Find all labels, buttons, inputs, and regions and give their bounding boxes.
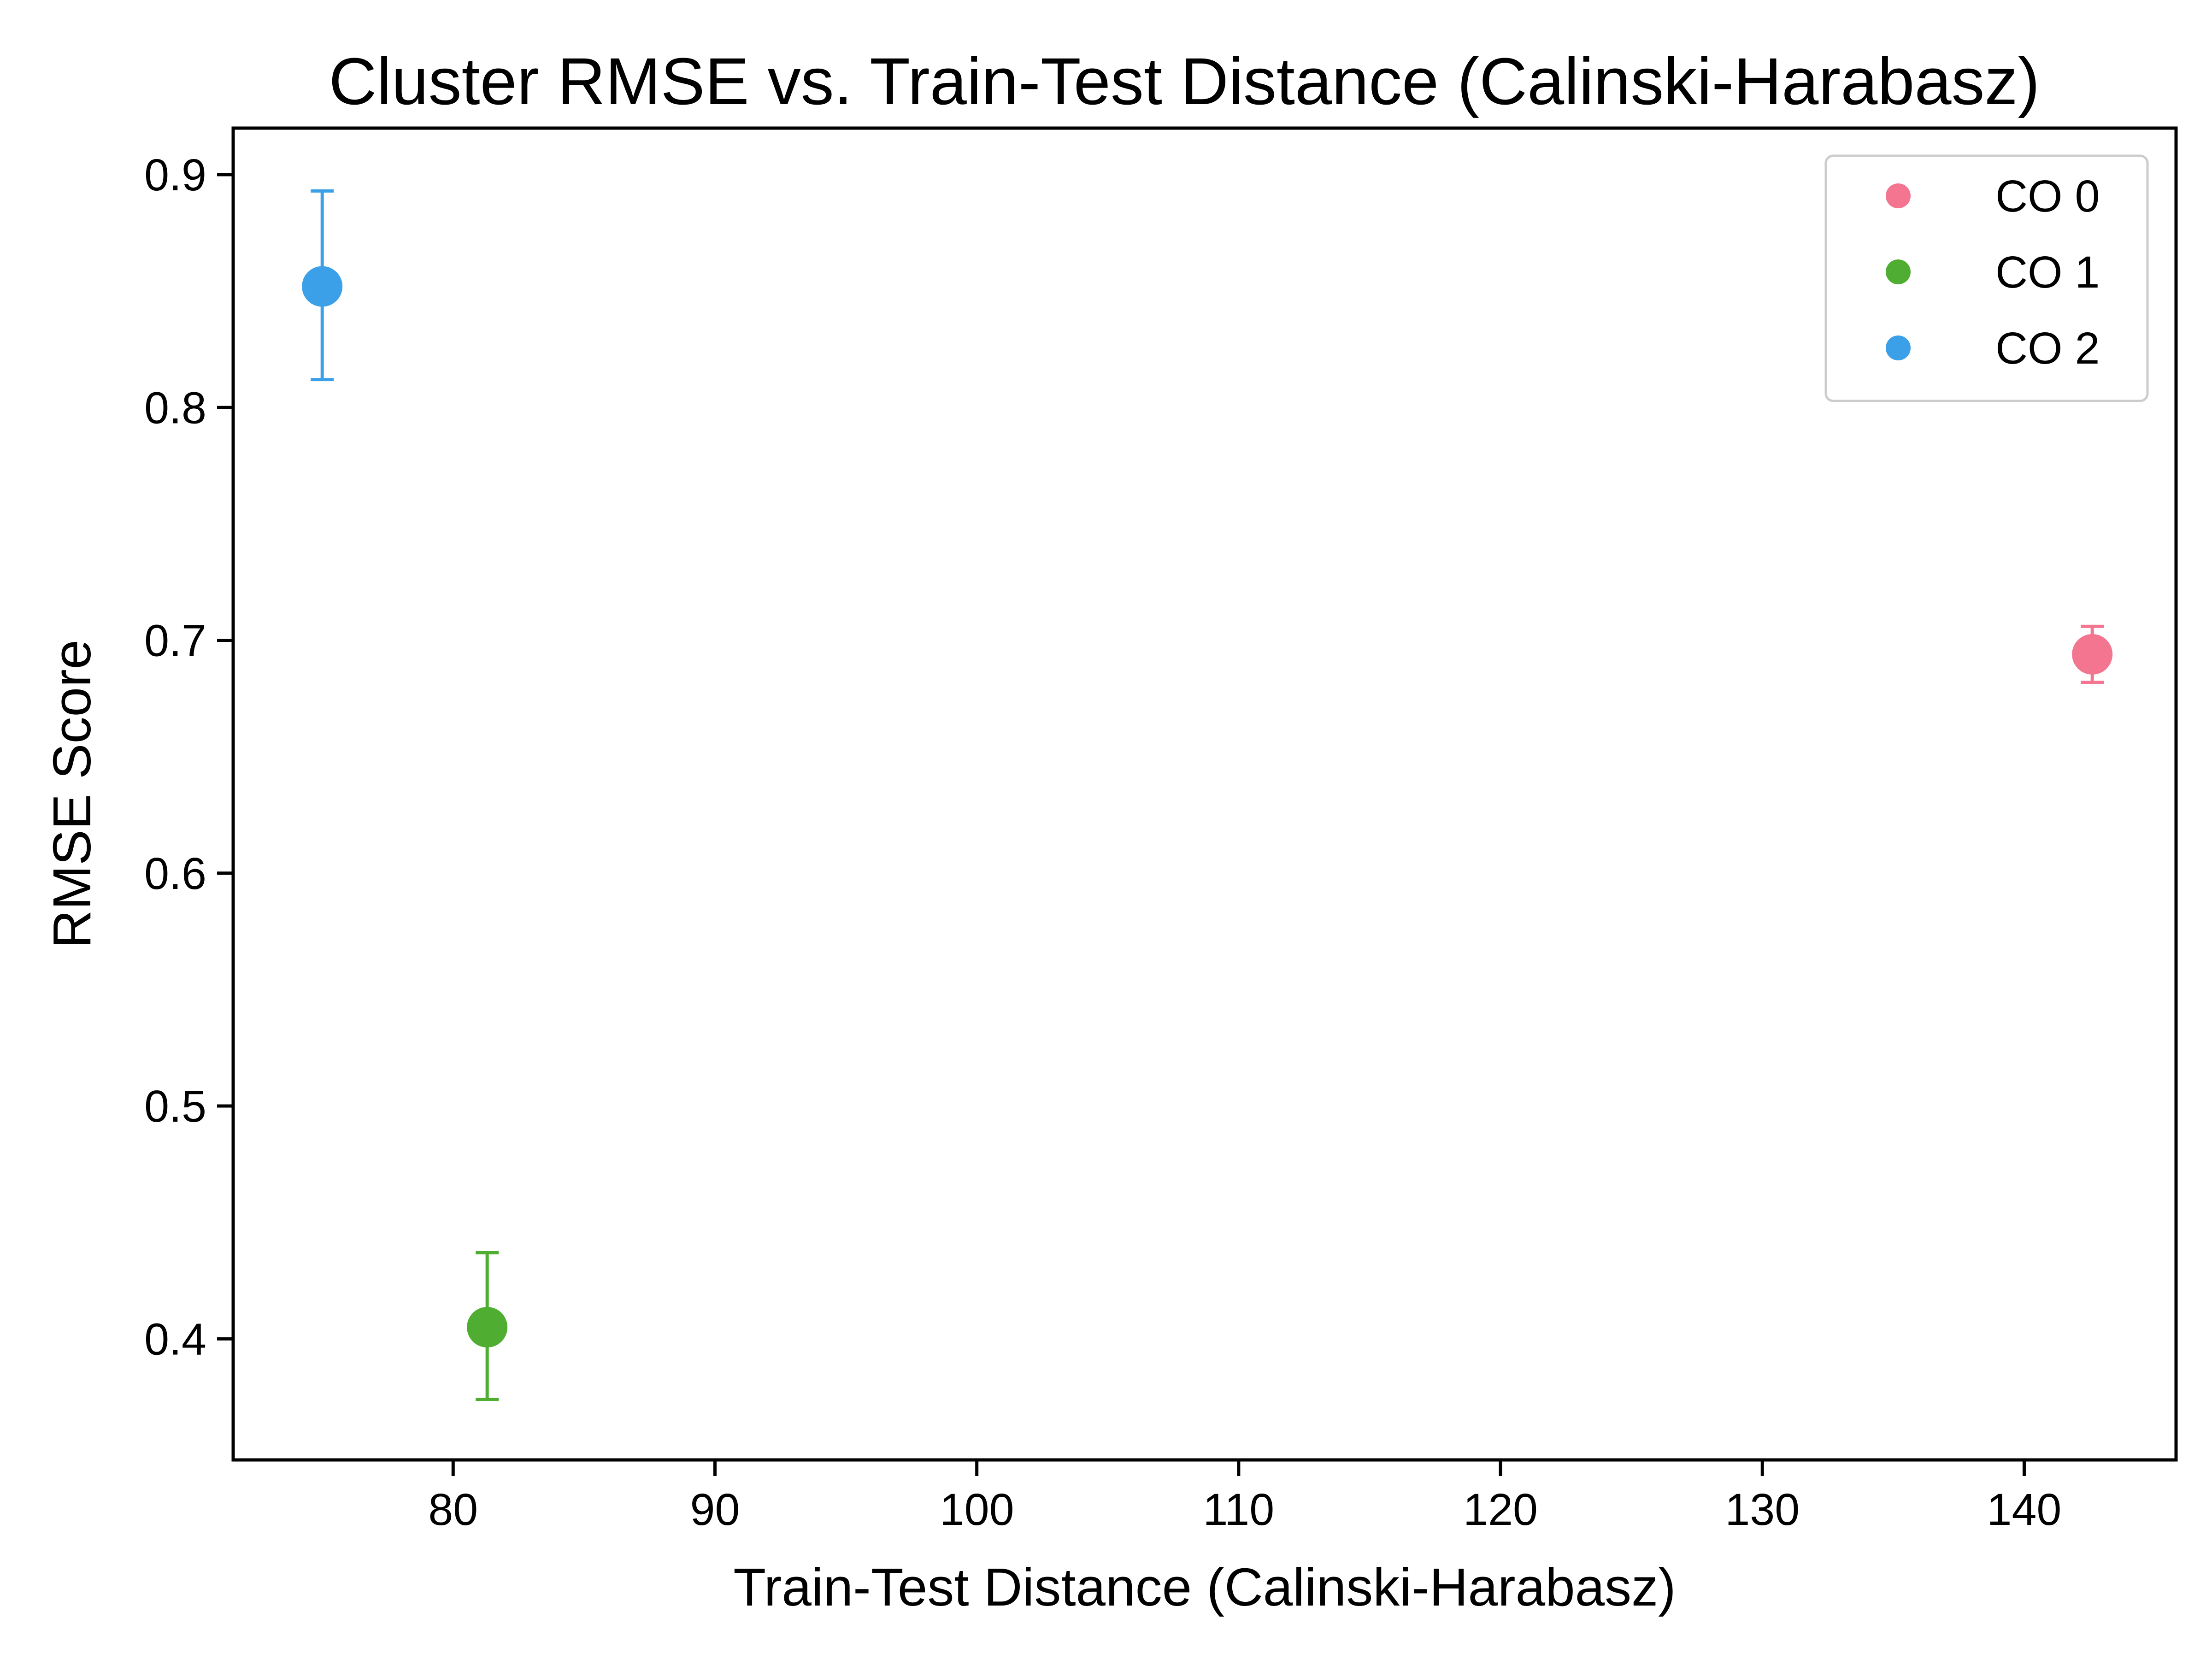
x-tick-label: 100 bbox=[940, 1484, 1014, 1535]
y-axis-label: RMSE Score bbox=[42, 640, 102, 948]
legend-marker bbox=[1886, 183, 1911, 208]
data-points bbox=[302, 189, 2113, 1401]
y-axis: 0.4 0.5 0.6 0.7 0.8 0.9 bbox=[144, 150, 233, 1364]
data-point bbox=[2072, 634, 2113, 675]
x-tick-label: 120 bbox=[1463, 1484, 1538, 1535]
legend-marker bbox=[1886, 335, 1911, 360]
data-point bbox=[302, 266, 343, 307]
data-point bbox=[467, 1307, 508, 1348]
legend-label: CO 2 bbox=[1995, 323, 2100, 373]
x-tick-label: 90 bbox=[690, 1484, 740, 1535]
y-tick-label: 0.8 bbox=[144, 382, 206, 433]
x-tick-label: 80 bbox=[428, 1484, 478, 1535]
legend-label: CO 0 bbox=[1995, 171, 2100, 221]
chart-title: Cluster RMSE vs. Train-Test Distance (Ca… bbox=[329, 44, 2040, 118]
y-tick-label: 0.5 bbox=[144, 1081, 206, 1131]
legend: CO 0 CO 1 CO 2 bbox=[1824, 154, 2149, 402]
x-tick-label: 110 bbox=[1203, 1484, 1275, 1535]
plot-area bbox=[231, 126, 2178, 1462]
x-tick-label: 130 bbox=[1725, 1484, 1800, 1535]
legend-label: CO 1 bbox=[1995, 247, 2100, 297]
x-axis-label: Train-Test Distance (Calinski-Harabasz) bbox=[733, 1557, 1676, 1617]
x-axis: 80 90 100 110 120 130 140 bbox=[428, 1460, 2061, 1535]
y-tick-label: 0.9 bbox=[144, 150, 206, 200]
x-tick-label: 140 bbox=[1987, 1484, 2062, 1535]
y-tick-label: 0.7 bbox=[144, 616, 206, 666]
legend-marker bbox=[1886, 259, 1911, 284]
y-tick-label: 0.4 bbox=[144, 1314, 206, 1364]
y-tick-label: 0.6 bbox=[144, 848, 206, 899]
